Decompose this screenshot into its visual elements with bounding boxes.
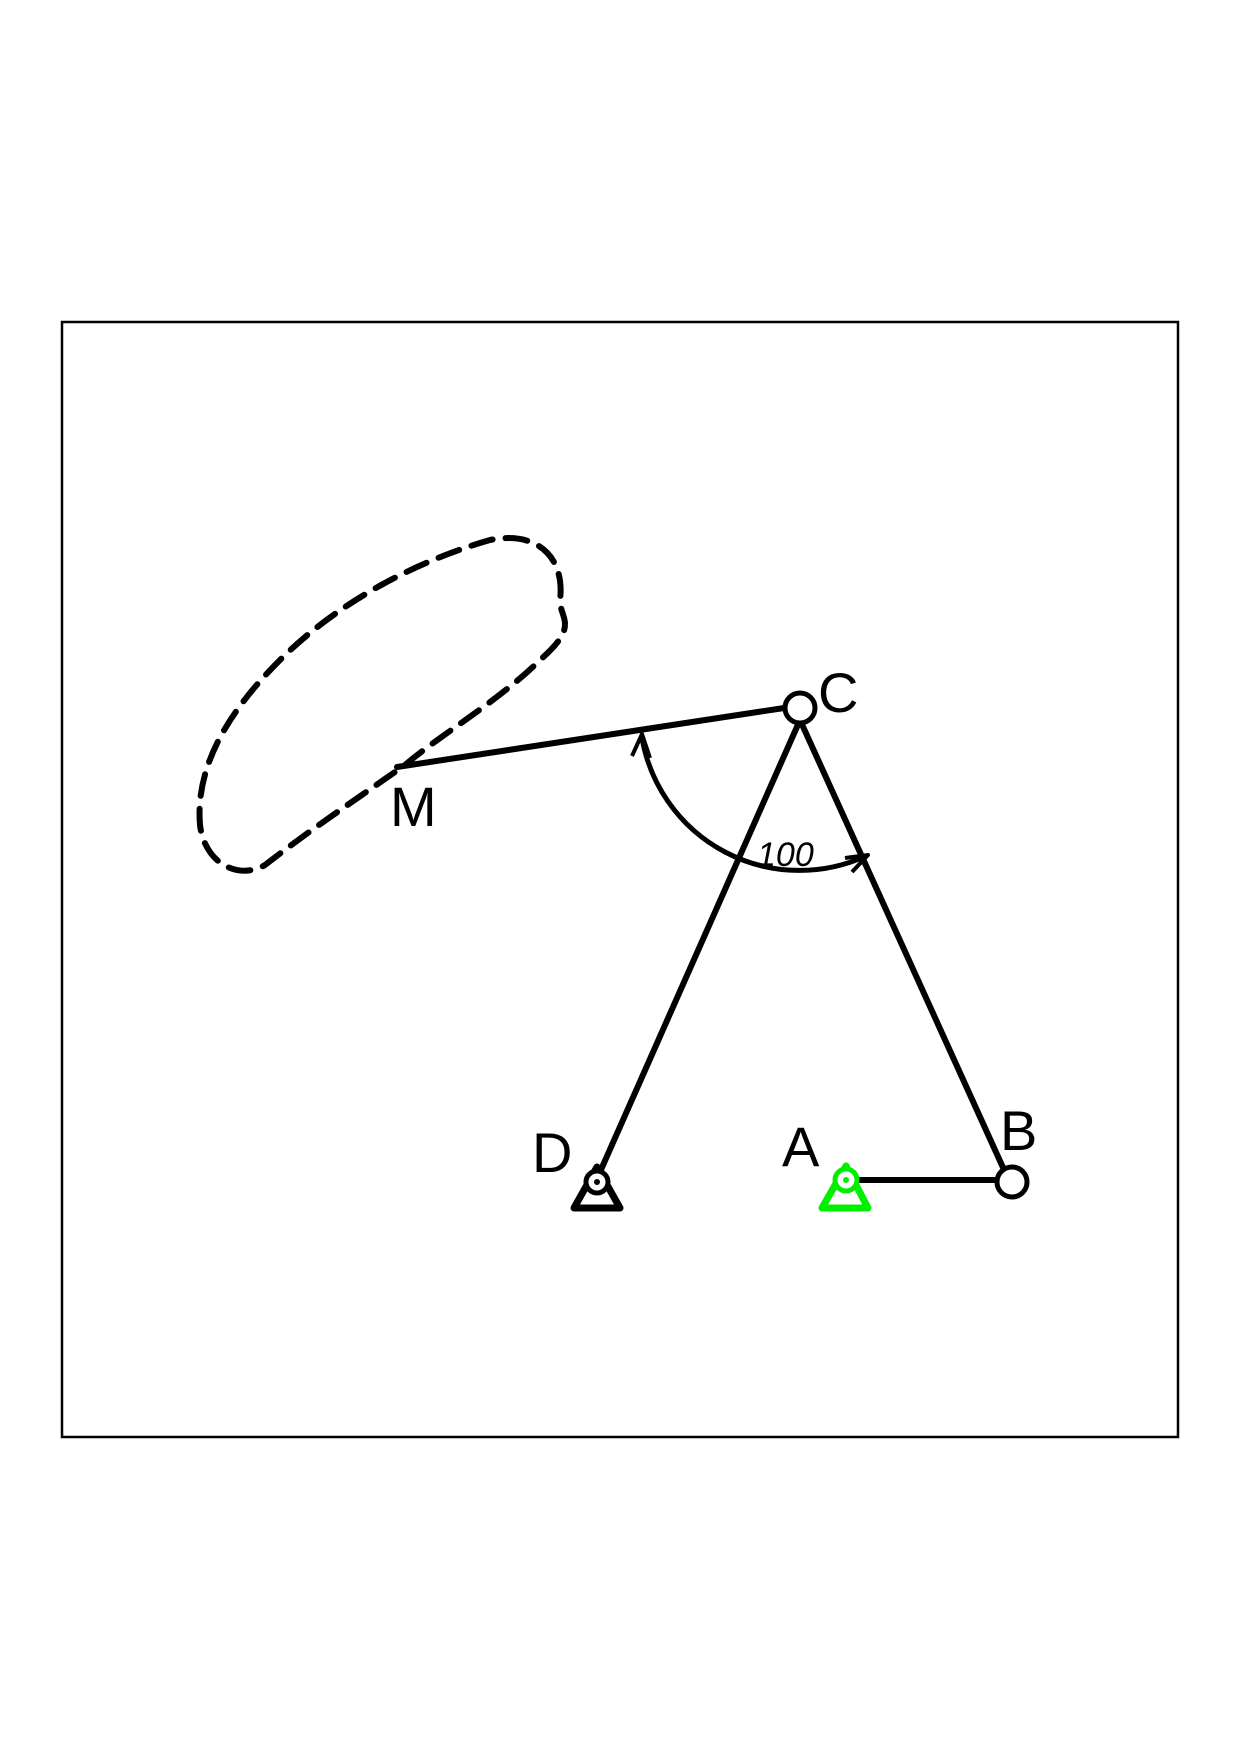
label-b: B: [1000, 1099, 1037, 1162]
label-a: A: [782, 1115, 820, 1178]
coupler-curve: [196, 535, 568, 874]
angle-arrow-end: [844, 853, 870, 874]
link-mc: [394, 705, 787, 770]
label-d: D: [532, 1121, 572, 1184]
link-dc: [597, 717, 803, 1175]
link-cb: [797, 717, 1008, 1175]
angle-arrow-start: [630, 732, 652, 759]
angle-value-label: 100: [757, 836, 814, 874]
ground-support-d: [570, 1163, 624, 1212]
joint-c: [782, 690, 818, 726]
frame-border: [60, 320, 1180, 1439]
label-c: C: [818, 661, 858, 724]
joint-b: [994, 1164, 1030, 1200]
angle-arc: [639, 737, 868, 873]
label-m: M: [390, 775, 437, 838]
ground-support-a: [818, 1162, 872, 1212]
